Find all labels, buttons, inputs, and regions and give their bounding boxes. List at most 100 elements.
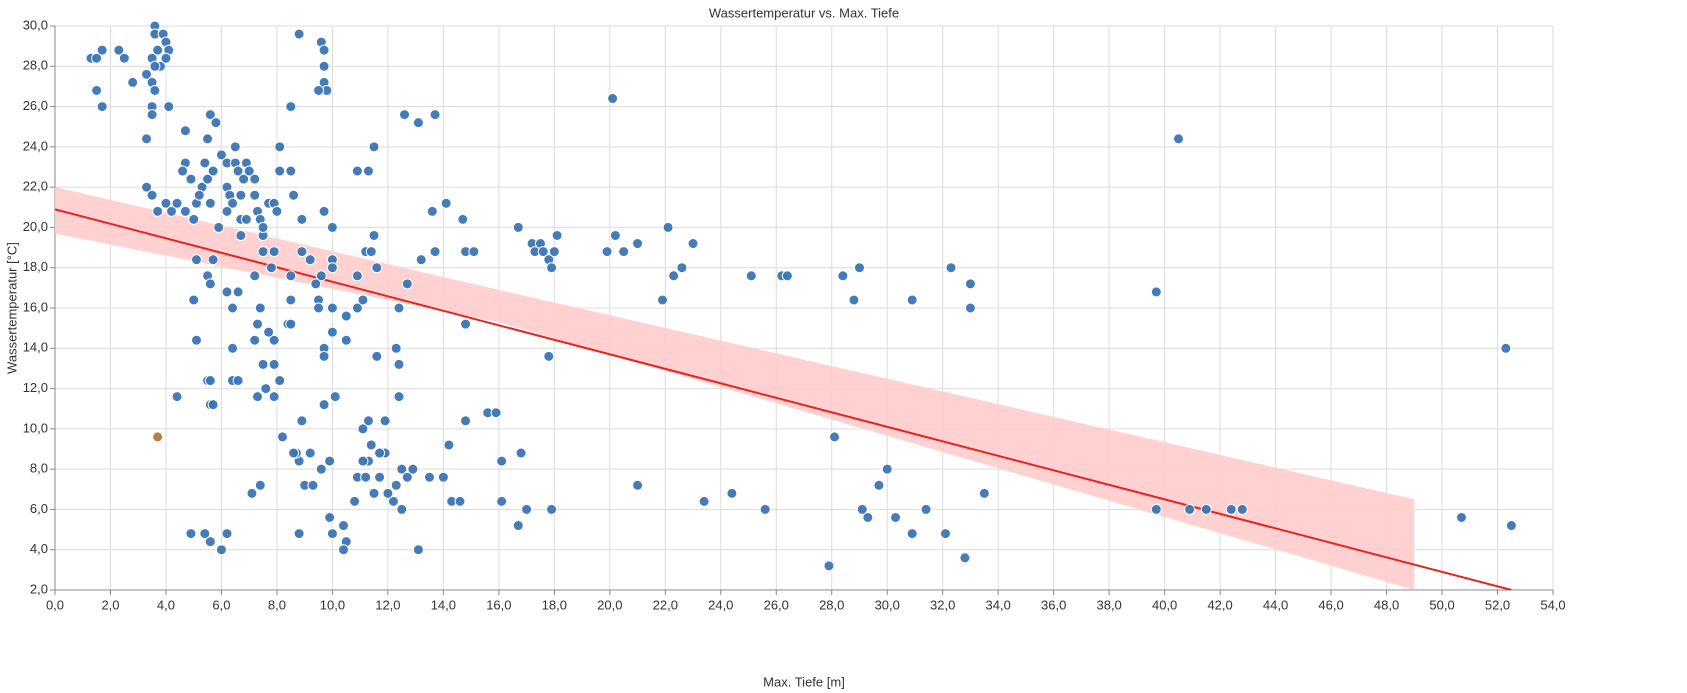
y-tick-label: 10,0 [23, 420, 48, 435]
data-point [457, 213, 469, 225]
data-point [171, 391, 183, 403]
data-point [351, 302, 363, 314]
data-point [204, 197, 216, 209]
data-point [726, 487, 738, 499]
data-point [252, 318, 264, 330]
data-point [318, 205, 330, 217]
y-tick-label: 18,0 [23, 259, 48, 274]
data-point [152, 431, 164, 443]
data-point [260, 383, 272, 395]
data-point [978, 487, 990, 499]
data-point [382, 487, 394, 499]
data-point [263, 326, 275, 338]
data-point [141, 68, 153, 80]
y-tick-label: 14,0 [23, 340, 48, 355]
data-point [662, 221, 674, 233]
data-point [357, 294, 369, 306]
y-tick-label: 22,0 [23, 179, 48, 194]
data-point [1236, 503, 1248, 515]
data-point [351, 165, 363, 177]
data-point [618, 246, 630, 258]
data-point [293, 28, 305, 40]
data-point [221, 205, 233, 217]
data-point [252, 391, 264, 403]
x-tick-label: 34,0 [986, 597, 1011, 612]
data-point [393, 358, 405, 370]
data-point [468, 246, 480, 258]
data-point [91, 84, 103, 96]
x-tick-label: 42,0 [1207, 597, 1232, 612]
data-point [945, 262, 957, 274]
data-point [285, 165, 297, 177]
data-point [313, 302, 325, 314]
data-point [179, 205, 191, 217]
data-point [288, 447, 300, 459]
confidence-band [55, 187, 1415, 590]
x-tick-label: 18,0 [542, 597, 567, 612]
data-point [202, 133, 214, 145]
data-point [1225, 503, 1237, 515]
data-point [268, 358, 280, 370]
data-point [362, 165, 374, 177]
data-point [257, 358, 269, 370]
data-point [512, 520, 524, 532]
data-point [368, 141, 380, 153]
data-point [1150, 286, 1162, 298]
data-point [326, 528, 338, 540]
y-tick-label: 30,0 [23, 17, 48, 32]
data-point [113, 44, 125, 56]
data-point [243, 165, 255, 177]
data-point [351, 270, 363, 282]
data-point [91, 52, 103, 64]
data-point [412, 117, 424, 129]
x-tick-label: 22,0 [653, 597, 678, 612]
data-point [204, 109, 216, 121]
chart-title: Wassertemperatur vs. Max. Tiefe [709, 5, 899, 20]
x-tick-label: 38,0 [1096, 597, 1121, 612]
data-point [745, 270, 757, 282]
data-point [127, 76, 139, 88]
data-point [848, 294, 860, 306]
data-point [190, 254, 202, 266]
data-point [415, 254, 427, 266]
data-point [249, 173, 261, 185]
data-point [496, 495, 508, 507]
x-axis-label: Max. Tiefe [m] [763, 674, 845, 689]
data-point [326, 221, 338, 233]
data-point [393, 302, 405, 314]
data-point [232, 286, 244, 298]
data-point [207, 165, 219, 177]
data-point [210, 117, 222, 129]
x-tick-label: 50,0 [1429, 597, 1454, 612]
x-tick-label: 20,0 [597, 597, 622, 612]
data-point [371, 350, 383, 362]
data-point [357, 423, 369, 435]
data-point [426, 205, 438, 217]
data-point [657, 294, 669, 306]
data-point [632, 238, 644, 250]
data-point [179, 125, 191, 137]
data-point [964, 278, 976, 290]
y-tick-label: 12,0 [23, 380, 48, 395]
data-point [374, 447, 386, 459]
data-point [781, 270, 793, 282]
data-point [407, 463, 419, 475]
y-tick-label: 6,0 [30, 501, 48, 516]
data-point [338, 544, 350, 556]
data-point [1505, 520, 1517, 532]
data-point [202, 173, 214, 185]
x-tick-label: 28,0 [819, 597, 844, 612]
data-point [429, 109, 441, 121]
y-tick-label: 2,0 [30, 581, 48, 596]
data-point [515, 447, 527, 459]
data-point [454, 495, 466, 507]
data-point [906, 528, 918, 540]
data-point [537, 246, 549, 258]
data-point [193, 189, 205, 201]
x-tick-label: 0,0 [46, 597, 64, 612]
data-point [490, 407, 502, 419]
data-point [440, 197, 452, 209]
data-point [171, 197, 183, 209]
x-tick-label: 46,0 [1318, 597, 1343, 612]
data-point [496, 455, 508, 467]
